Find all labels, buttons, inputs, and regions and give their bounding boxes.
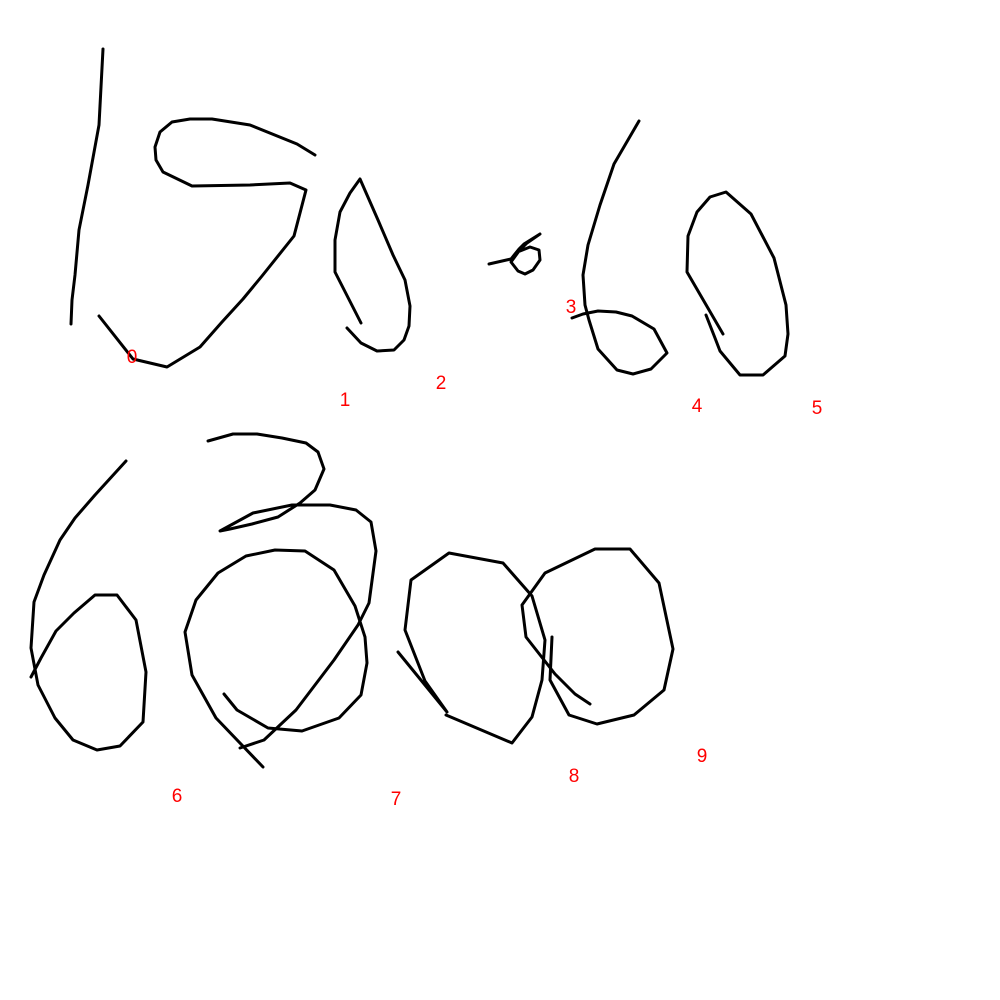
ink-stroke-9 xyxy=(396,551,547,745)
stroke-label-8: 8 xyxy=(569,766,580,787)
ink-stroke-4 xyxy=(570,119,669,376)
stroke-label-3: 3 xyxy=(566,297,577,318)
stroke-label-2: 2 xyxy=(436,373,447,394)
ink-stroke-7 xyxy=(206,432,378,750)
ink-stroke-8 xyxy=(183,548,369,769)
stroke-label-1: 1 xyxy=(340,390,351,411)
stroke-label-4: 4 xyxy=(692,396,703,417)
ink-stroke-2 xyxy=(333,177,412,353)
ink-stroke-10 xyxy=(520,547,675,726)
ink-stroke-1 xyxy=(97,117,317,369)
stroke-label-9: 9 xyxy=(697,746,708,767)
ink-strokes xyxy=(29,47,790,769)
ink-stroke-5 xyxy=(685,190,790,377)
ink-stroke-3 xyxy=(487,232,542,276)
ink-stroke-6 xyxy=(29,459,148,752)
stroke-label-7: 7 xyxy=(391,789,402,810)
stroke-label-0: 0 xyxy=(127,347,138,368)
stroke-label-5: 5 xyxy=(812,398,823,419)
stroke-label-6: 6 xyxy=(172,786,183,807)
ink-stroke-0 xyxy=(69,47,105,326)
stroke-labels: 0 1 2 3 4 5 6 7 8 9 xyxy=(127,297,823,810)
